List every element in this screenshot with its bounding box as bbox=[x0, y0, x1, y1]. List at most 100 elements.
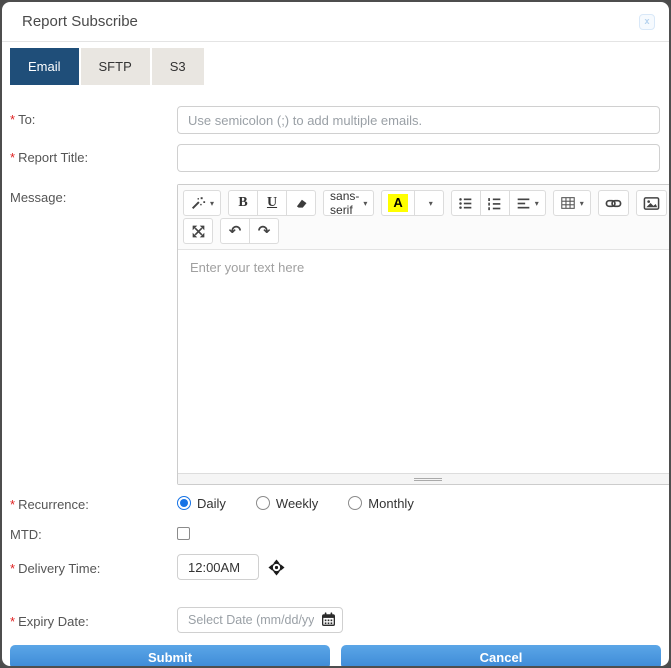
font-color-dropdown[interactable]: ▾ bbox=[413, 190, 444, 216]
report-title-input[interactable] bbox=[177, 144, 660, 172]
recurrence-row: * Recurrence: Daily Weekly Monthly bbox=[2, 494, 669, 513]
toolbar-row-1: ▾ B U bbox=[183, 189, 669, 217]
bold-button[interactable]: B bbox=[228, 190, 259, 216]
tab-sftp[interactable]: SFTP bbox=[80, 48, 150, 85]
tab-email[interactable]: Email bbox=[10, 48, 79, 85]
dialog-header: Report Subscribe x bbox=[2, 2, 669, 42]
report-title-row: * Report Title: bbox=[2, 144, 669, 172]
dialog-footer: Submit Cancel bbox=[2, 645, 669, 666]
paragraph-align-icon bbox=[516, 196, 531, 211]
table-dropdown[interactable]: ▾ bbox=[552, 190, 591, 216]
font-family-dropdown[interactable]: sans-serif ▾ bbox=[323, 189, 375, 217]
radio-monthly[interactable]: Monthly bbox=[348, 496, 414, 511]
ordered-list-icon bbox=[487, 196, 502, 211]
timezone-crosshair-icon[interactable] bbox=[268, 558, 285, 576]
to-input[interactable] bbox=[177, 106, 660, 134]
editor-resize-bar[interactable] bbox=[178, 473, 669, 484]
radio-weekly[interactable]: Weekly bbox=[255, 495, 319, 511]
unordered-list-button[interactable] bbox=[450, 190, 481, 216]
required-marker: * bbox=[10, 497, 16, 512]
fullscreen-icon bbox=[191, 224, 206, 239]
underline-icon: U bbox=[266, 195, 278, 210]
magic-wand-icon bbox=[190, 195, 206, 211]
radio-daily-circle bbox=[177, 496, 191, 510]
mtd-row: MTD: bbox=[2, 524, 669, 542]
chevron-down-icon: ▾ bbox=[428, 198, 433, 208]
expiry-date-row: * Expiry Date: bbox=[2, 607, 669, 633]
recurrence-label: * Recurrence: bbox=[2, 494, 177, 512]
chevron-down-icon: ▾ bbox=[579, 198, 584, 208]
tab-email-label: Email bbox=[28, 59, 61, 74]
required-marker: * bbox=[10, 150, 16, 165]
undo-icon: ↶ bbox=[228, 221, 242, 240]
clear-format-button[interactable] bbox=[286, 190, 317, 216]
expiry-date-input[interactable] bbox=[177, 607, 343, 633]
toolbar-row-2: ↶ ↷ bbox=[183, 218, 669, 244]
delivery-time-label-text: Delivery Time: bbox=[18, 561, 101, 576]
radio-monthly-label: Monthly bbox=[368, 495, 414, 511]
eraser-icon bbox=[294, 196, 309, 211]
report-title-label: * Report Title: bbox=[2, 144, 177, 165]
chevron-down-icon: ▾ bbox=[363, 198, 368, 208]
to-row: * To: bbox=[2, 106, 669, 134]
radio-daily[interactable]: Daily bbox=[177, 496, 226, 511]
redo-button[interactable]: ↷ bbox=[249, 218, 279, 244]
tab-s3-label: S3 bbox=[169, 59, 186, 74]
unordered-list-icon bbox=[458, 196, 473, 211]
table-icon bbox=[560, 195, 576, 211]
chevron-down-icon: ▾ bbox=[534, 198, 539, 208]
tab-s3[interactable]: S3 bbox=[151, 48, 204, 85]
delivery-time-row: * Delivery Time: bbox=[2, 554, 669, 580]
bold-icon: B bbox=[238, 195, 248, 210]
style-magic-wand-button[interactable]: ▾ bbox=[183, 190, 222, 216]
mtd-label: MTD: bbox=[2, 524, 177, 542]
delivery-time-input[interactable] bbox=[177, 554, 259, 580]
tab-sftp-label: SFTP bbox=[98, 59, 132, 74]
radio-monthly-circle bbox=[348, 496, 363, 510]
report-title-label-text: Report Title: bbox=[18, 150, 89, 165]
fullscreen-button[interactable] bbox=[183, 218, 213, 244]
underline-button[interactable]: U bbox=[257, 190, 288, 216]
ordered-list-button[interactable] bbox=[479, 190, 510, 216]
dialog-title: Report Subscribe bbox=[22, 13, 138, 30]
font-family-label: sans-serif bbox=[330, 189, 360, 217]
close-button[interactable]: x bbox=[639, 13, 655, 30]
cancel-button[interactable]: Cancel bbox=[341, 645, 661, 666]
rich-text-editor: ▾ B U bbox=[177, 184, 669, 485]
expiry-date-label-text: Expiry Date: bbox=[18, 614, 89, 629]
mtd-label-text: MTD: bbox=[10, 527, 42, 542]
radio-daily-label: Daily bbox=[197, 495, 226, 511]
recurrence-radio-group: Daily Weekly Monthly bbox=[177, 496, 660, 511]
redo-icon: ↷ bbox=[257, 221, 271, 240]
to-label: * To: bbox=[2, 106, 177, 127]
submit-button[interactable]: Submit bbox=[10, 645, 330, 666]
insert-image-button[interactable] bbox=[635, 190, 667, 216]
delivery-time-label: * Delivery Time: bbox=[2, 558, 177, 576]
editor-toolbar: ▾ B U bbox=[178, 185, 669, 249]
insert-link-button[interactable] bbox=[597, 190, 629, 216]
paragraph-align-dropdown[interactable]: ▾ bbox=[508, 190, 546, 216]
expiry-date-label: * Expiry Date: bbox=[2, 611, 177, 629]
drag-handle-icon bbox=[414, 477, 443, 482]
picture-icon bbox=[643, 195, 660, 212]
undo-button[interactable]: ↶ bbox=[220, 218, 250, 244]
radio-weekly-circle bbox=[255, 496, 270, 510]
chevron-down-icon: ▾ bbox=[210, 198, 215, 208]
to-label-text: To: bbox=[18, 112, 36, 127]
message-label: Message: bbox=[2, 184, 177, 205]
message-label-text: Message: bbox=[10, 190, 67, 205]
radio-weekly-label: Weekly bbox=[275, 495, 319, 511]
message-placeholder: Enter your text here bbox=[190, 260, 305, 275]
font-color-button[interactable]: A bbox=[381, 190, 415, 216]
calendar-icon[interactable] bbox=[321, 612, 336, 627]
recurrence-label-text: Recurrence: bbox=[18, 497, 89, 512]
required-marker: * bbox=[10, 112, 16, 127]
mtd-checkbox[interactable] bbox=[177, 526, 190, 540]
required-marker: * bbox=[10, 614, 16, 629]
message-edit-area[interactable]: Enter your text here bbox=[178, 249, 669, 473]
close-icon: x bbox=[644, 15, 650, 26]
link-icon bbox=[605, 195, 622, 212]
tab-bar: Email SFTP S3 bbox=[10, 48, 669, 85]
message-row: Message: ▾ B bbox=[2, 184, 669, 485]
